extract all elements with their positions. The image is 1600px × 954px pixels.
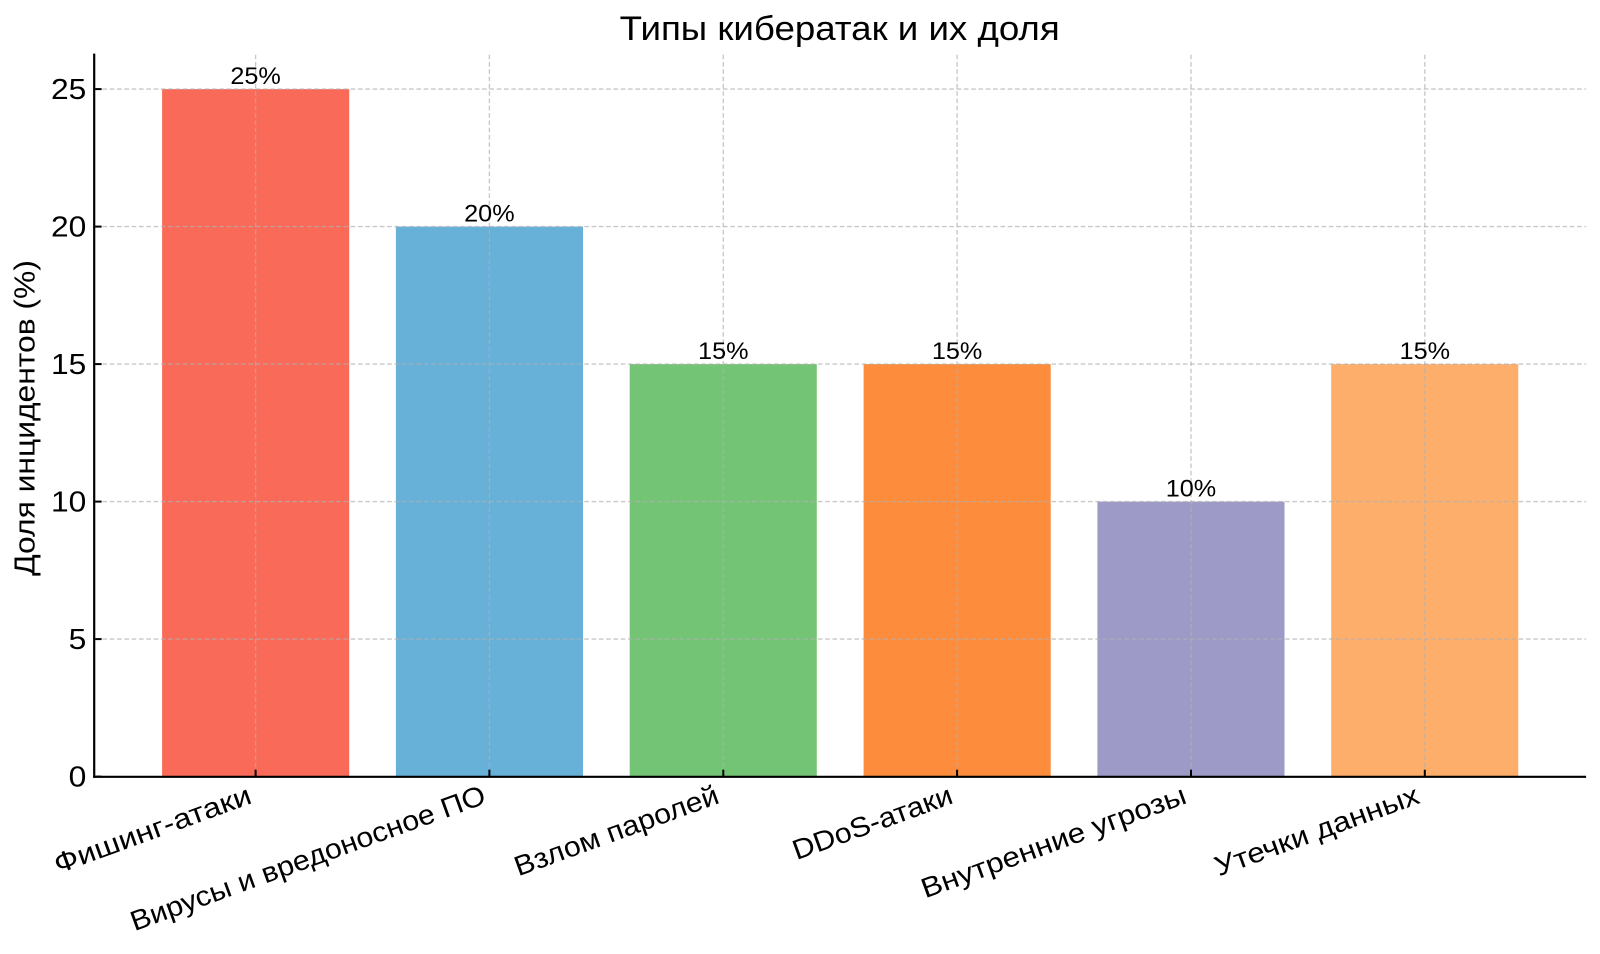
svg-text:10%: 10%	[1166, 475, 1217, 502]
svg-text:20: 20	[51, 211, 86, 243]
svg-text:15%: 15%	[1400, 338, 1451, 365]
svg-text:15: 15	[51, 349, 86, 381]
svg-text:15%: 15%	[698, 338, 749, 365]
svg-text:20%: 20%	[464, 200, 515, 227]
svg-text:0: 0	[69, 761, 87, 793]
svg-text:25: 25	[51, 74, 86, 106]
svg-text:10: 10	[51, 486, 86, 518]
svg-text:Типы кибератак и их доля: Типы кибератак и их доля	[620, 10, 1060, 48]
svg-text:5: 5	[69, 624, 87, 656]
svg-text:25%: 25%	[230, 63, 281, 90]
svg-text:Доля инцидентов (%): Доля инцидентов (%)	[10, 260, 42, 576]
svg-text:15%: 15%	[932, 338, 983, 365]
